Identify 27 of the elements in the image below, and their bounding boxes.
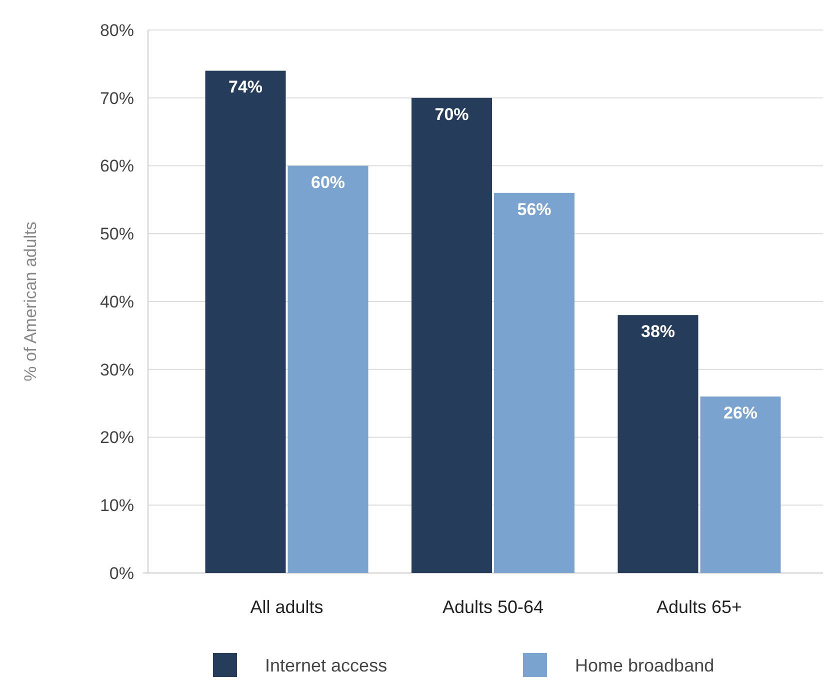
y-tick-label: 10% bbox=[100, 496, 134, 516]
data-label: 26% bbox=[723, 404, 758, 423]
data-label: 56% bbox=[517, 200, 552, 219]
y-tick-label: 20% bbox=[100, 428, 134, 448]
y-tick-label: 30% bbox=[100, 360, 134, 380]
legend-label: Internet access bbox=[265, 655, 388, 676]
x-tick-label: Adults 50-64 bbox=[442, 597, 544, 617]
data-label: 74% bbox=[228, 78, 263, 97]
data-label: 38% bbox=[640, 322, 676, 342]
legend-label: Home broadband bbox=[575, 655, 714, 676]
y-tick-label: 40% bbox=[100, 292, 134, 312]
y-tick-label: 70% bbox=[100, 88, 134, 108]
bar bbox=[205, 70, 286, 573]
data-label: 60% bbox=[310, 172, 346, 192]
bar bbox=[700, 396, 781, 573]
data-label: 70% bbox=[434, 104, 469, 124]
y-axis-title: % of American adults bbox=[21, 222, 40, 382]
y-tick-label: 0% bbox=[109, 564, 134, 583]
y-tick-label: 50% bbox=[100, 224, 134, 244]
bar bbox=[288, 166, 368, 573]
x-tick-label: Adults 65+ bbox=[656, 597, 742, 617]
y-tick-label: 80% bbox=[100, 20, 134, 40]
bar bbox=[494, 192, 574, 573]
bar bbox=[412, 98, 492, 573]
x-tick-label: All adults bbox=[250, 597, 324, 617]
y-tick-label: 60% bbox=[100, 156, 134, 176]
bar bbox=[618, 315, 698, 573]
